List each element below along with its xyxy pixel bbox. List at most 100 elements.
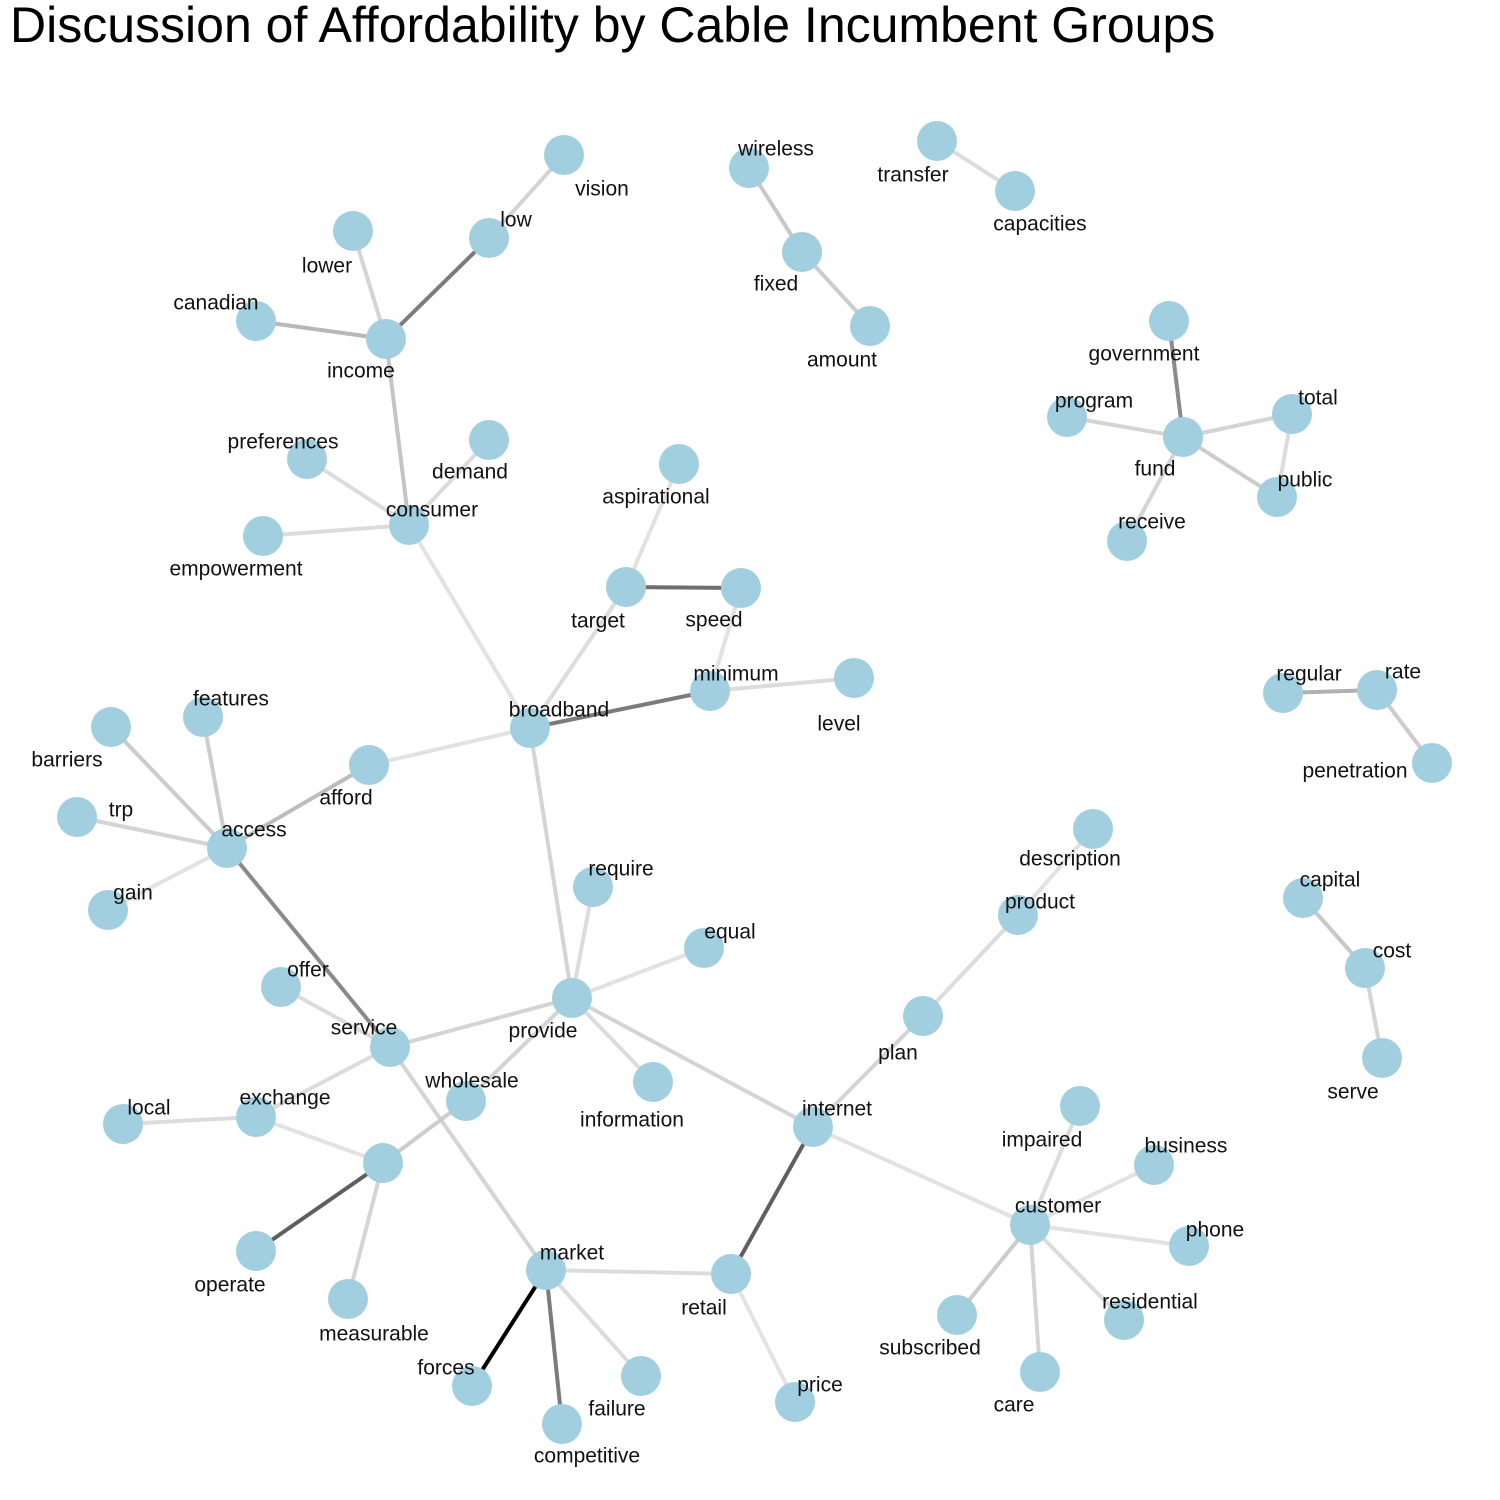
node-label-barriers: barriers bbox=[31, 749, 102, 772]
node-label-afford: afford bbox=[319, 787, 372, 810]
edge-canadian-income bbox=[254, 319, 388, 341]
node-label-demand: demand bbox=[432, 461, 508, 484]
node-care bbox=[1020, 1352, 1060, 1392]
node-wholesale bbox=[446, 1081, 486, 1121]
node-total bbox=[1272, 394, 1312, 434]
node-consumer bbox=[389, 505, 429, 545]
edge-afford-access bbox=[225, 763, 371, 850]
node-local bbox=[103, 1104, 143, 1144]
node-canadian bbox=[236, 301, 276, 341]
node-lower bbox=[333, 211, 373, 251]
edge-service-market bbox=[388, 1045, 548, 1272]
node-label-phone: phone bbox=[1186, 1219, 1244, 1242]
edge-offer-service bbox=[279, 985, 392, 1049]
node-penetration bbox=[1412, 743, 1452, 783]
node-demand bbox=[469, 420, 509, 460]
node-cost bbox=[1345, 948, 1385, 988]
node-government bbox=[1149, 301, 1189, 341]
node-rate bbox=[1357, 670, 1397, 710]
node-plan bbox=[903, 996, 943, 1036]
edge-broadband-afford bbox=[367, 726, 532, 767]
node-residential bbox=[1104, 1300, 1144, 1340]
edge-service-exchange bbox=[254, 1045, 392, 1119]
node-label-minimum: minimum bbox=[693, 663, 778, 686]
node-label-provide: provide bbox=[509, 1020, 578, 1043]
edge-equal-provide bbox=[570, 946, 706, 1000]
node-label-plan: plan bbox=[878, 1042, 918, 1065]
node-label-government: government bbox=[1089, 343, 1200, 366]
edge-provide-internet bbox=[570, 996, 815, 1129]
edge-features-access bbox=[201, 715, 229, 850]
edge-empowerment-consumer bbox=[261, 523, 411, 538]
node-label-forces: forces bbox=[417, 1357, 474, 1380]
edge-gain-access bbox=[106, 846, 229, 912]
node-label-operate: operate bbox=[194, 1274, 265, 1297]
node-label-speed: speed bbox=[685, 609, 742, 632]
node-label-product: product bbox=[1005, 891, 1075, 914]
node-label-gain: gain bbox=[113, 882, 153, 905]
edge-access-service bbox=[225, 846, 392, 1049]
node-label-equal: equal bbox=[704, 921, 755, 944]
node-transfer bbox=[917, 121, 957, 161]
node-offer bbox=[261, 967, 301, 1007]
node-preferences bbox=[287, 439, 327, 479]
node-wireless bbox=[729, 148, 769, 188]
node-public bbox=[1257, 477, 1297, 517]
node-label-business: business bbox=[1145, 1135, 1228, 1158]
edge-plan-internet bbox=[811, 1014, 925, 1129]
node-label-offer: offer bbox=[287, 959, 329, 982]
node-label-transfer: transfer bbox=[877, 164, 948, 187]
node-serve bbox=[1362, 1038, 1402, 1078]
node-empowerment bbox=[243, 516, 283, 556]
node-target bbox=[606, 567, 646, 607]
node-label-empowerment: empowerment bbox=[169, 558, 302, 581]
node-label-retail: retail bbox=[681, 1297, 727, 1320]
node-label-fund: fund bbox=[1135, 458, 1176, 481]
node-label-require: require bbox=[588, 858, 653, 881]
node-features bbox=[183, 697, 223, 737]
node-label-public: public bbox=[1278, 469, 1333, 492]
node-minimum bbox=[690, 671, 730, 711]
node-label-preferences: preferences bbox=[228, 431, 339, 454]
node-label-competitive: competitive bbox=[534, 1445, 640, 1468]
node-market bbox=[526, 1250, 566, 1290]
node-measurable bbox=[328, 1279, 368, 1319]
node-speed bbox=[721, 568, 761, 608]
node-vision bbox=[544, 135, 584, 175]
node-product bbox=[998, 895, 1038, 935]
edge-barriers-access bbox=[109, 725, 229, 850]
node-label-market: market bbox=[540, 1242, 604, 1265]
node-label-residential: residential bbox=[1102, 1291, 1198, 1314]
node-label-amount: amount bbox=[807, 349, 877, 372]
node-afford bbox=[349, 745, 389, 785]
edge-customer-phone bbox=[1028, 1223, 1191, 1248]
node-label-description: description bbox=[1019, 848, 1121, 871]
node-equal bbox=[684, 928, 724, 968]
edge-customer-care bbox=[1028, 1223, 1042, 1374]
node-label-trp: trp bbox=[109, 799, 134, 822]
node-barriers bbox=[91, 707, 131, 747]
node-label-level: level bbox=[817, 713, 860, 736]
edge-provide-service bbox=[388, 996, 574, 1049]
node-failure bbox=[621, 1356, 661, 1396]
node-label-receive: receive bbox=[1118, 511, 1186, 534]
node-income bbox=[366, 319, 406, 359]
edge-target-broadband bbox=[528, 585, 628, 730]
node-aspirational bbox=[659, 444, 699, 484]
node-business bbox=[1134, 1145, 1174, 1185]
edge-customer-residential bbox=[1028, 1223, 1126, 1322]
node-label-low: low bbox=[500, 209, 532, 232]
node-require bbox=[573, 867, 613, 907]
node-description bbox=[1073, 809, 1113, 849]
node-label-consumer: consumer bbox=[386, 499, 478, 522]
node-competitive bbox=[542, 1404, 582, 1444]
node-label-local: local bbox=[127, 1097, 170, 1120]
node-label-features: features bbox=[193, 688, 269, 711]
node-low bbox=[469, 218, 509, 258]
node-label-price: price bbox=[797, 1374, 843, 1397]
node-unlabeled bbox=[363, 1143, 403, 1183]
node-label-canadian: canadian bbox=[173, 292, 258, 315]
edge-market-forces bbox=[470, 1268, 548, 1388]
node-label-aspirational: aspirational bbox=[602, 486, 709, 509]
